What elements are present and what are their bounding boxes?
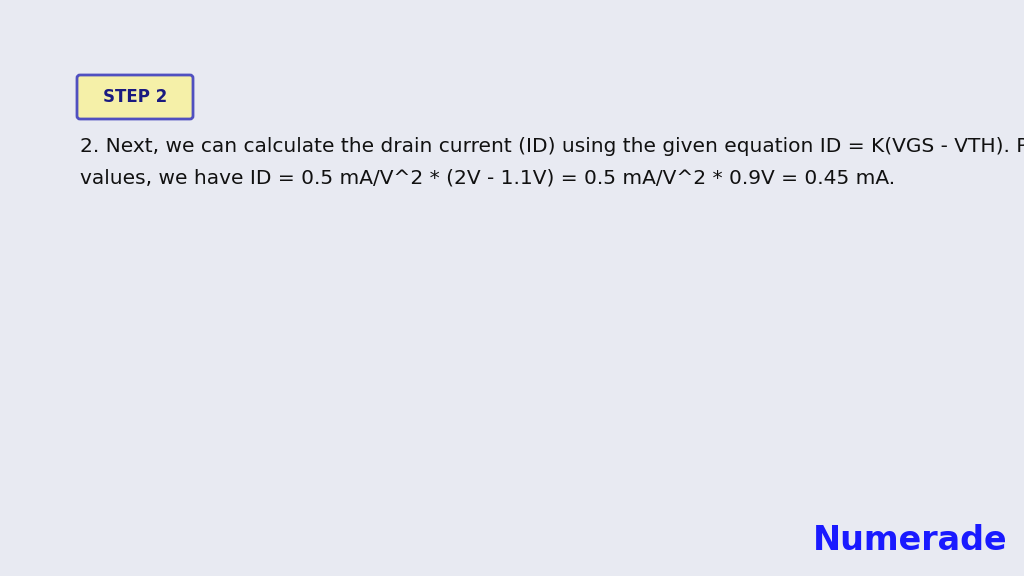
Text: values, we have ID = 0.5 mA/V^2 * (2V - 1.1V) = 0.5 mA/V^2 * 0.9V = 0.45 mA.: values, we have ID = 0.5 mA/V^2 * (2V - … (80, 169, 895, 188)
FancyBboxPatch shape (77, 75, 193, 119)
Text: STEP 2: STEP 2 (102, 88, 167, 106)
Text: Numerade: Numerade (813, 524, 1008, 556)
Text: 2. Next, we can calculate the drain current (ID) using the given equation ID = K: 2. Next, we can calculate the drain curr… (80, 138, 1024, 157)
